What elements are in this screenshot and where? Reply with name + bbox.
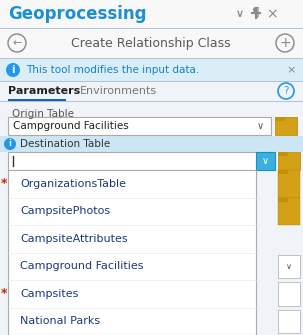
Bar (278, 310, 300, 333)
Bar (0, 82, 303, 101)
Text: Environments: Environments (80, 86, 157, 96)
Bar (8, 152, 256, 170)
Bar (8, 99, 66, 101)
Text: i: i (11, 65, 15, 75)
Text: Geoprocessing: Geoprocessing (8, 5, 146, 23)
Text: v: v (237, 9, 243, 19)
Bar (0, 29, 303, 58)
Text: ←: ← (12, 38, 22, 48)
Bar (0, 136, 303, 152)
Bar (278, 152, 288, 156)
Bar (0, 101, 303, 102)
Text: Campsites: Campsites (20, 289, 78, 299)
Bar (278, 282, 300, 306)
Text: This tool modifies the input data.: This tool modifies the input data. (26, 65, 199, 75)
Text: *: * (1, 177, 7, 190)
Text: ❙: ❙ (251, 6, 261, 17)
Bar (0, 28, 303, 29)
Bar (278, 255, 300, 278)
Text: Create Relationship Class: Create Relationship Class (71, 37, 231, 50)
Bar (275, 117, 297, 135)
Text: Origin Table: Origin Table (12, 109, 74, 119)
Bar (278, 170, 300, 198)
Text: Destination Table: Destination Table (20, 139, 110, 149)
Circle shape (4, 138, 16, 150)
Bar (0, 59, 303, 81)
Bar (0, 0, 303, 28)
Text: ¶: ¶ (252, 5, 260, 18)
Text: National Parks: National Parks (20, 316, 100, 326)
Bar (275, 117, 285, 121)
Bar (256, 152, 275, 170)
Bar (8, 170, 256, 335)
Text: CampsitePhotos: CampsitePhotos (20, 206, 110, 216)
Text: ∨: ∨ (256, 121, 264, 131)
Bar (0, 102, 303, 335)
Bar (278, 170, 288, 174)
Text: ×: × (266, 7, 278, 21)
Text: ×: × (286, 65, 296, 75)
Text: Parameters: Parameters (8, 86, 80, 96)
Bar (278, 198, 288, 201)
Text: ∨: ∨ (236, 9, 244, 19)
Text: Campground Facilities: Campground Facilities (20, 261, 144, 271)
Text: i: i (8, 139, 12, 148)
Text: +: + (279, 36, 291, 50)
Text: CampsiteAttributes: CampsiteAttributes (20, 234, 128, 244)
Text: Campground Facilities: Campground Facilities (13, 121, 129, 131)
Bar (0, 81, 303, 82)
Text: ?: ? (283, 86, 289, 96)
Bar (278, 198, 300, 225)
Text: ∨: ∨ (286, 262, 292, 271)
Circle shape (6, 63, 20, 77)
Bar (8, 117, 271, 135)
Text: OrganizationsTable: OrganizationsTable (20, 179, 126, 189)
Text: *: * (1, 287, 7, 300)
Bar (0, 58, 303, 59)
Text: ∨: ∨ (261, 156, 268, 166)
Bar (278, 152, 300, 170)
